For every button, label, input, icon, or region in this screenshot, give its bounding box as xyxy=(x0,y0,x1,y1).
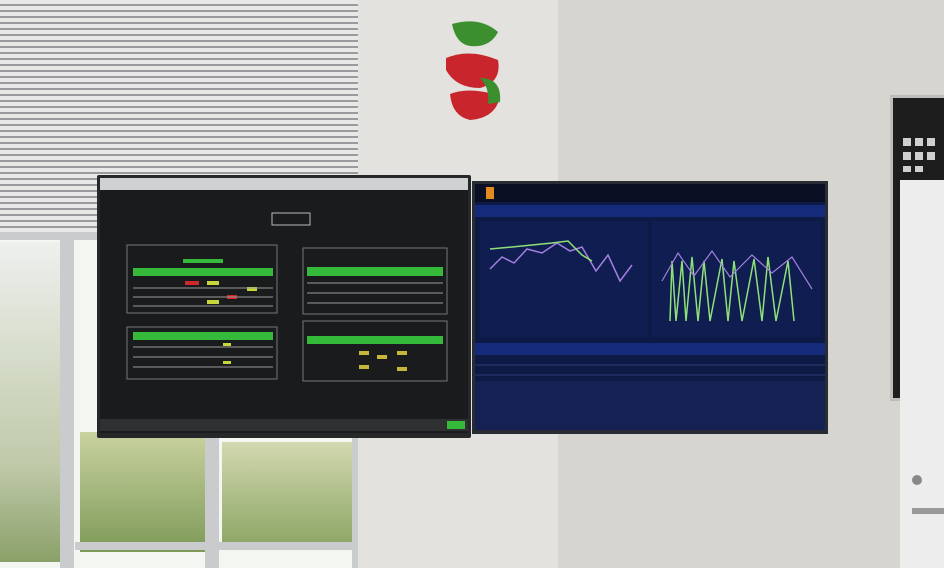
table-header xyxy=(475,343,825,355)
monitoring-charts-screen xyxy=(475,184,825,430)
door xyxy=(900,180,944,568)
panel-top-right xyxy=(302,247,448,315)
monitor-right xyxy=(472,181,828,434)
production-dashboard-screen xyxy=(100,178,468,433)
series-green xyxy=(669,256,795,322)
series-green xyxy=(489,240,593,262)
company-logo xyxy=(446,21,501,120)
monitor-left xyxy=(97,175,471,438)
panel-top-left xyxy=(126,244,278,314)
series-purple xyxy=(661,249,813,290)
panel-bottom-left xyxy=(126,326,278,380)
series-purple xyxy=(489,242,633,283)
panel-bottom-right xyxy=(302,320,448,382)
chart-left xyxy=(480,221,648,337)
